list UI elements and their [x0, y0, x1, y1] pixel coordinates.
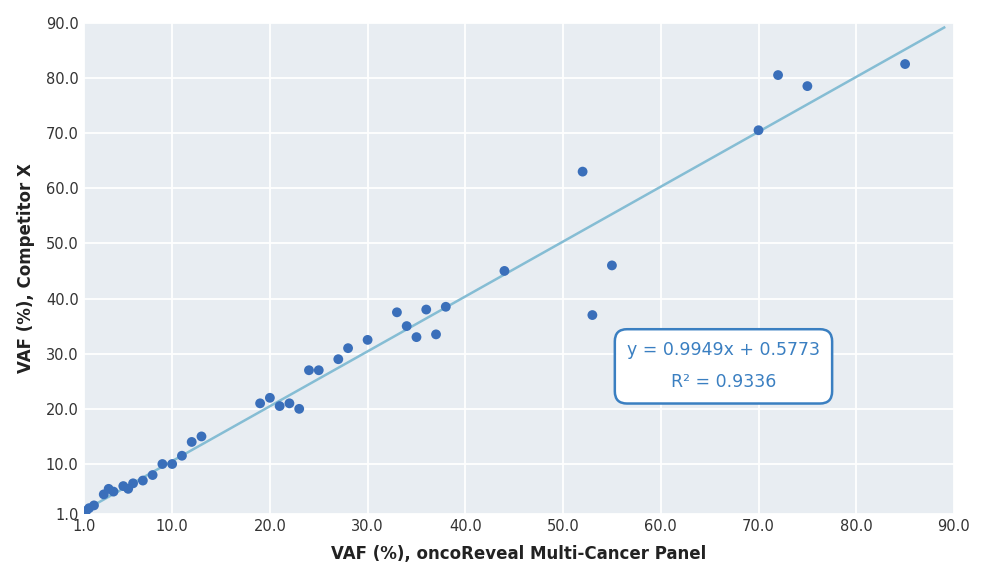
- Point: [291, 404, 307, 414]
- Point: [271, 401, 287, 411]
- Y-axis label: VAF (%), Competitor X: VAF (%), Competitor X: [17, 163, 35, 373]
- Point: [574, 167, 590, 176]
- Point: [135, 476, 151, 485]
- Point: [359, 335, 375, 345]
- Point: [252, 398, 268, 408]
- Point: [301, 365, 317, 375]
- Point: [428, 329, 444, 339]
- Point: [78, 506, 94, 516]
- Point: [799, 81, 814, 90]
- Point: [115, 481, 131, 491]
- Point: [120, 484, 136, 494]
- Point: [896, 59, 912, 68]
- Point: [496, 266, 512, 276]
- Point: [281, 398, 297, 408]
- Point: [81, 503, 97, 513]
- Point: [155, 459, 171, 469]
- Text: y = 0.9949x + 0.5773
R² = 0.9336: y = 0.9949x + 0.5773 R² = 0.9336: [626, 342, 819, 392]
- Point: [96, 490, 111, 499]
- Point: [584, 310, 599, 320]
- Point: [311, 365, 326, 375]
- Point: [438, 302, 454, 311]
- X-axis label: VAF (%), oncoReveal Multi-Cancer Panel: VAF (%), oncoReveal Multi-Cancer Panel: [331, 545, 706, 563]
- Point: [388, 307, 404, 317]
- Point: [101, 484, 116, 494]
- Point: [769, 70, 785, 79]
- Point: [193, 432, 209, 441]
- Point: [106, 487, 121, 496]
- Point: [749, 126, 765, 135]
- Point: [183, 437, 199, 447]
- Point: [398, 321, 414, 331]
- Point: [330, 354, 346, 364]
- Point: [340, 343, 356, 353]
- Point: [408, 332, 424, 342]
- Point: [603, 261, 619, 270]
- Point: [86, 501, 102, 510]
- Point: [261, 393, 277, 403]
- Point: [164, 459, 179, 469]
- Point: [418, 305, 434, 314]
- Point: [145, 470, 161, 480]
- Point: [125, 478, 141, 488]
- Point: [174, 451, 189, 461]
